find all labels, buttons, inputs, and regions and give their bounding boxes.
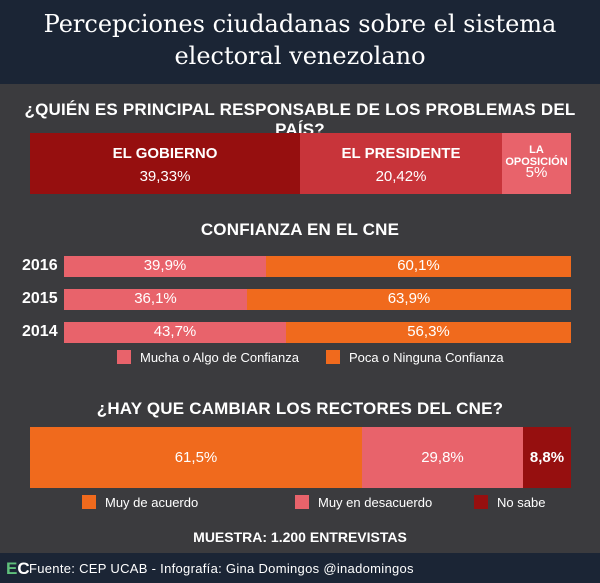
bar-segment: 63,9% xyxy=(247,289,571,310)
bar-segment: 29,8% xyxy=(362,427,523,488)
bar-segment: 39,9% xyxy=(64,256,266,277)
bar-segment: 36,1% xyxy=(64,289,247,310)
bar-data-label: 63,9% xyxy=(387,290,431,307)
bar-segment: LA OPOSICIÓN 5% xyxy=(502,133,571,194)
y-tick-label: 2014 xyxy=(22,323,58,340)
legend-label: Poca o Ninguna Confianza xyxy=(349,350,504,365)
bar-data-label: 8,8% xyxy=(529,449,565,466)
legend-label: Muy en desacuerdo xyxy=(318,495,433,510)
bar-segment: 61,5% xyxy=(30,427,362,488)
legend-label: Muy de acuerdo xyxy=(105,495,199,510)
legend-swatch xyxy=(295,495,309,509)
bar-data-label: 29,8% xyxy=(421,449,464,466)
legend-swatch xyxy=(474,495,488,509)
bar-data-label: 39,9% xyxy=(143,257,187,274)
bar-data-label: 56,3% xyxy=(407,323,450,340)
bar-data-label: 39,33% xyxy=(139,168,191,185)
logo: EC xyxy=(6,559,30,578)
sample-size-note: MUESTRA: 1.200 ENTREVISTAS xyxy=(193,529,407,545)
bar-category-label: EL GOBIERNO xyxy=(112,145,218,162)
bar-segment: 43,7% xyxy=(64,322,286,343)
legend-item-confidence-low: Poca o Ninguna Confianza xyxy=(326,350,504,366)
bar-segment: 56,3% xyxy=(286,322,571,343)
title-line-2: electoral venezolano xyxy=(174,42,426,70)
bar-data-label: 5% xyxy=(525,164,548,181)
legend-item-disagree: Muy en desacuerdo xyxy=(295,495,432,511)
bar-segment: 8,8% xyxy=(523,427,571,488)
legend-item-dont-know: No sabe xyxy=(474,495,545,511)
bar-data-label: 36,1% xyxy=(134,290,177,307)
bar-segment: EL PRESIDENTE 20,42% xyxy=(300,133,502,194)
chart3-title: ¿HAY QUE CAMBIAR LOS RECTORES DEL CNE? xyxy=(96,399,504,418)
bar-segment: 60,1% xyxy=(266,256,571,277)
bar-data-label: 60,1% xyxy=(397,257,440,274)
legend-swatch xyxy=(117,350,131,364)
chart2-title: CONFIANZA EN EL CNE xyxy=(200,220,400,239)
y-tick-label: 2016 xyxy=(22,257,58,274)
bar-segment: EL GOBIERNO 39,33% xyxy=(30,133,300,194)
footer: EC Fuente: CEP UCAB - Infografía: Gina D… xyxy=(0,553,600,583)
bar-data-label: 61,5% xyxy=(174,449,218,466)
bar-category-label: LA OPOSICIÓN xyxy=(505,144,568,168)
bar-data-label: 20,42% xyxy=(375,168,427,185)
title-line-1: Percepciones ciudadanas sobre el sistema xyxy=(43,10,557,38)
page-title: Percepciones ciudadanas sobre el sistema… xyxy=(0,8,600,72)
legend-label: No sabe xyxy=(497,495,546,510)
bar-category-label: EL PRESIDENTE xyxy=(341,145,461,162)
legend-label: Mucha o Algo de Confianza xyxy=(140,350,299,365)
legend-swatch xyxy=(326,350,340,364)
bar-data-label: 43,7% xyxy=(153,323,197,340)
legend-item-agree: Muy de acuerdo xyxy=(82,495,198,511)
y-tick-label: 2015 xyxy=(22,290,58,307)
legend-swatch xyxy=(82,495,96,509)
legend-item-confidence-high: Mucha o Algo de Confianza xyxy=(117,350,299,366)
footer-credits: Fuente: CEP UCAB - Infografía: Gina Domi… xyxy=(29,561,414,576)
header: Percepciones ciudadanas sobre el sistema… xyxy=(0,0,600,84)
